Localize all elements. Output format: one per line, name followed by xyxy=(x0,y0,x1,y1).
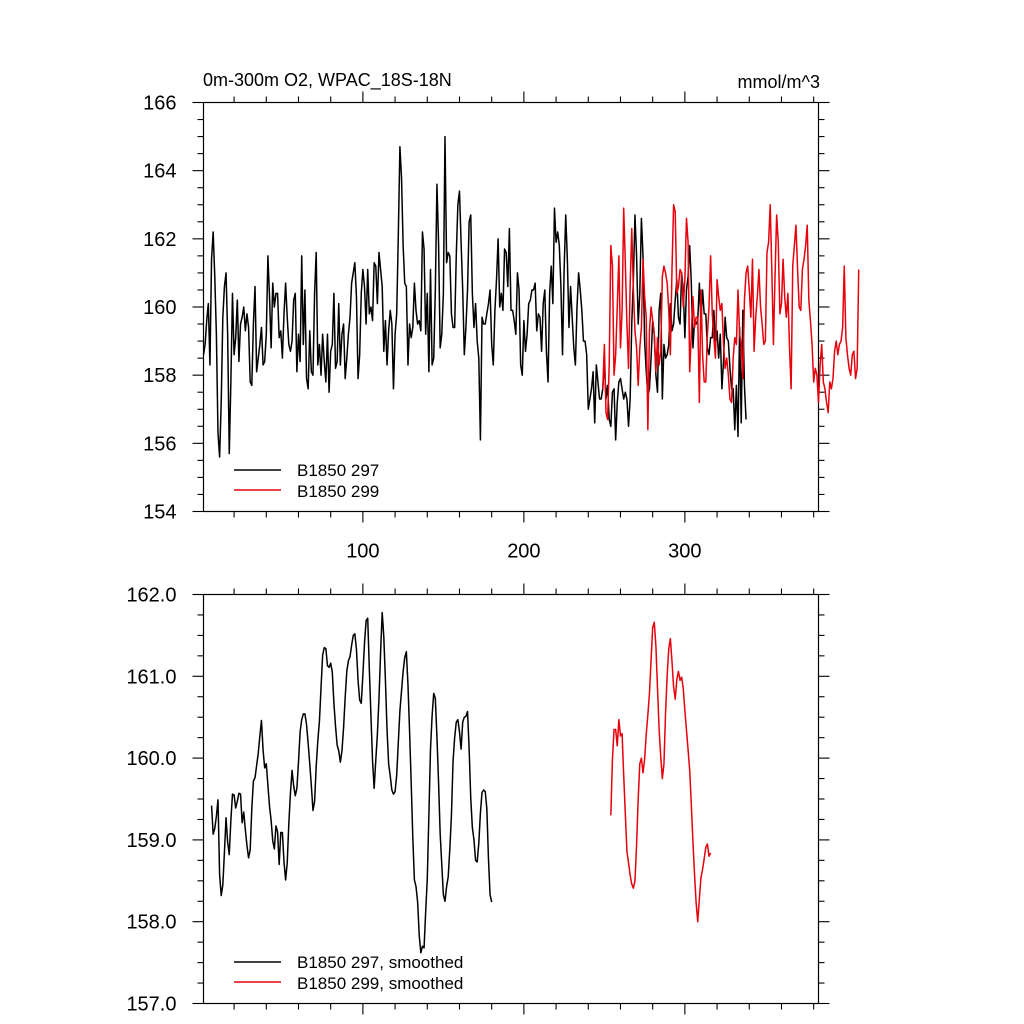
bottom-tick-marks xyxy=(192,583,830,1015)
legend-label-b1850-297: B1850 297 xyxy=(297,461,379,480)
y-tick-label: 160 xyxy=(143,297,176,319)
bottom-y-tick-labels: 162.0 161.0 160.0 159.0 158.0 157.0 xyxy=(126,585,176,1016)
top-chart-units: mmol/m^3 xyxy=(738,72,820,92)
legend-label-b1850-297-smoothed: B1850 297, smoothed xyxy=(297,953,463,972)
y-tick-label: 158 xyxy=(143,365,176,387)
series-line-b1850-297-smoothed xyxy=(210,611,493,954)
bottom-plot-frame xyxy=(202,593,820,1005)
top-tick-marks xyxy=(192,91,830,523)
series-line-b1850-299 xyxy=(602,204,860,431)
y-tick-label: 162 xyxy=(143,229,176,251)
x-tick-label: 300 xyxy=(668,541,701,563)
series-line-b1850-299-smoothed xyxy=(610,621,712,923)
bottom-panel: 162.0 161.0 160.0 159.0 158.0 157.0 B1850 297… xyxy=(126,583,830,1016)
y-tick-label: 162.0 xyxy=(126,585,176,607)
series-line-b1850-297 xyxy=(202,135,747,458)
x-tick-label: 100 xyxy=(346,541,379,563)
legend-label-b1850-299: B1850 299 xyxy=(297,482,379,501)
y-tick-label: 161.0 xyxy=(126,666,176,688)
y-tick-label: 159.0 xyxy=(126,830,176,852)
y-tick-label: 166 xyxy=(143,93,176,115)
y-tick-label: 158.0 xyxy=(126,912,176,934)
top-x-tick-labels: 100 200 300 xyxy=(346,541,701,563)
top-panel: 0m-300m O2, WPAC_18S-18N mmol/m^3 166 164… xyxy=(143,70,860,563)
x-tick-label: 200 xyxy=(507,541,540,563)
bottom-legend: B1850 297, smoothed B1850 299, smoothed xyxy=(234,953,463,993)
y-tick-label: 164 xyxy=(143,161,176,183)
top-series-lines xyxy=(202,135,860,458)
y-tick-label: 154 xyxy=(143,502,176,524)
top-y-tick-labels: 166 164 162 160 158 156 154 xyxy=(143,93,176,524)
y-tick-label: 157.0 xyxy=(126,994,176,1016)
bottom-series-lines xyxy=(210,611,712,954)
legend-label-b1850-299-smoothed: B1850 299, smoothed xyxy=(297,974,463,993)
top-chart-title: 0m-300m O2, WPAC_18S-18N xyxy=(203,70,452,91)
y-tick-label: 156 xyxy=(143,433,176,455)
top-legend: B1850 297 B1850 299 xyxy=(234,461,379,501)
y-tick-label: 160.0 xyxy=(126,748,176,770)
